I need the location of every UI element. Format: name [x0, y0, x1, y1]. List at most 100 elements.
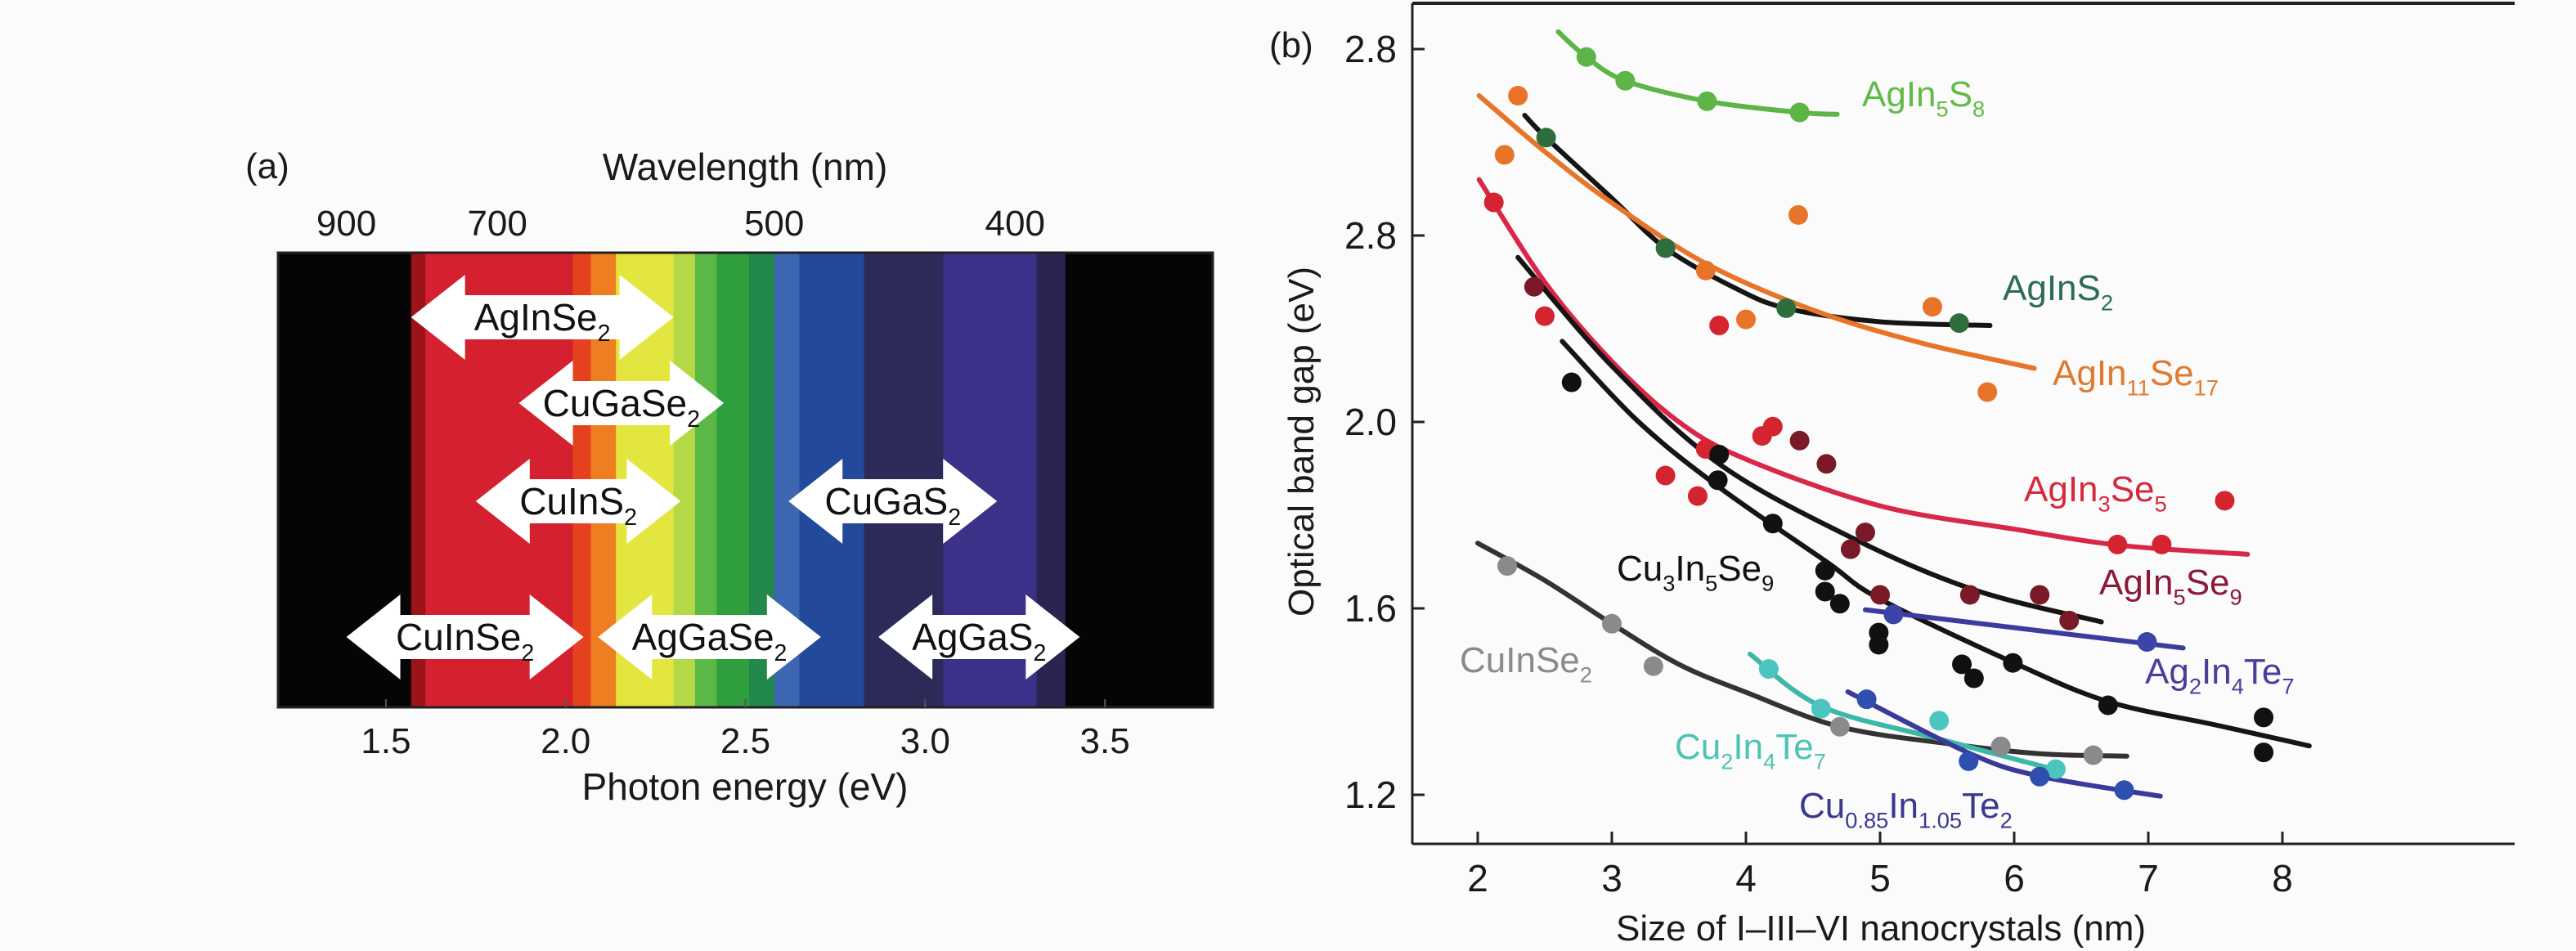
- data-point: [1788, 204, 1808, 225]
- x-tick-label: 5: [1869, 857, 1891, 899]
- series-label: Ag2In4Te7: [2145, 652, 2295, 698]
- range-label: CuGaSe2: [543, 382, 700, 433]
- data-point: [1736, 309, 1756, 330]
- data-point: [1949, 313, 1969, 334]
- panel-b-label: (b): [1269, 25, 1313, 65]
- data-point: [1829, 716, 1850, 737]
- data-point: [1977, 382, 1998, 402]
- data-point: [1829, 594, 1850, 614]
- x-tick-label: 4: [1735, 857, 1757, 899]
- range-label: CuInS2: [519, 480, 637, 531]
- data-point: [1776, 298, 1797, 318]
- data-point: [1602, 613, 1622, 634]
- data-point: [1535, 306, 1555, 326]
- y-tick-label: 1.6: [1344, 587, 1397, 630]
- data-point: [1561, 372, 1582, 393]
- data-point: [1883, 604, 1904, 625]
- data-point: [1576, 47, 1596, 67]
- bandgap-range-arrow: AgGaS2: [878, 594, 1080, 680]
- series-labels: AgIn5S8 AgInS2 AgIn11Se17 AgIn3Se5 AgIn5Se9 C…: [1460, 74, 2295, 832]
- wavelength-tick-label: 700: [467, 204, 527, 244]
- double-arrow-icon: [411, 275, 674, 360]
- series-label: AgInS2: [2003, 268, 2113, 315]
- fit-curve: [1475, 541, 2129, 759]
- y-tick-label: 2.8: [1344, 214, 1397, 257]
- data-point: [1697, 91, 1717, 111]
- data-point: [2137, 632, 2157, 653]
- data-point: [2254, 707, 2274, 728]
- data-point: [1762, 514, 1783, 534]
- data-point: [2098, 695, 2118, 715]
- series-label: AgIn5Se9: [2099, 563, 2242, 609]
- energy-tick-label: 1.5: [361, 721, 411, 761]
- data-point: [1615, 70, 1636, 91]
- data-point: [1494, 145, 1515, 165]
- y-tick-label: 1.2: [1344, 774, 1397, 816]
- x-tick-label: 8: [2272, 857, 2293, 899]
- y-tick-label: 2.8: [1344, 28, 1397, 70]
- data-point: [1856, 689, 1877, 710]
- data-point: [1959, 585, 1980, 605]
- energy-ticks: 1.5 2.0 2.5 3.0 3.5: [361, 699, 1130, 761]
- data-point: [1815, 581, 1835, 602]
- data-point: [1959, 751, 1979, 771]
- double-arrow-icon: [598, 594, 821, 680]
- panel-b-scatter: (b) 2 3 4 5 6 7 8 2.8 2.8 2.0 1.6 1.2 AgIn5S8 AgInS2…: [1269, 2, 2515, 949]
- data-point: [2030, 766, 2050, 787]
- data-point: [2114, 780, 2134, 801]
- energy-tick-label: 3.5: [1080, 721, 1130, 761]
- bandgap-range-arrow: CuInS2: [475, 459, 681, 544]
- data-point: [1709, 444, 1730, 464]
- axis-ticks: 2 3 4 5 6 7 8 2.8 2.8 2.0 1.6 1.2: [1344, 28, 2293, 899]
- x-tick-label: 2: [1467, 857, 1488, 899]
- bandgap-range-arrow: CuInSe2: [346, 594, 584, 680]
- data-point: [1952, 654, 1972, 675]
- data-point: [1536, 128, 1556, 148]
- data-point: [1922, 297, 1942, 317]
- data-point: [2254, 742, 2274, 763]
- data-point: [1840, 539, 1860, 559]
- data-point: [2003, 653, 2023, 673]
- data-point: [1816, 454, 1837, 474]
- spectrum-band: [1065, 253, 1214, 707]
- wavelength-tick-label: 900: [316, 204, 376, 244]
- data-point: [2215, 491, 2235, 511]
- fit-curve: [1845, 689, 2163, 799]
- data-point: [1990, 736, 2011, 756]
- double-arrow-icon: [475, 459, 681, 544]
- x-tick-label: 3: [1601, 857, 1622, 899]
- series-label: Cu2In4Te7: [1675, 727, 1826, 774]
- x-tick-label: 6: [2004, 857, 2025, 899]
- energy-tick-label: 3.0: [900, 721, 950, 761]
- y-tick-label: 2.0: [1344, 401, 1397, 443]
- data-point: [1655, 238, 1676, 258]
- data-point: [1483, 192, 1504, 213]
- data-point: [1655, 465, 1676, 486]
- fit-curve: [1747, 651, 2062, 774]
- data-point: [1709, 316, 1730, 336]
- data-point: [2045, 759, 2066, 779]
- series-label: AgIn3Se5: [2024, 469, 2167, 516]
- data-points: [1483, 47, 2274, 801]
- data-point: [1855, 523, 1875, 543]
- wavelength-tick-label: 500: [744, 204, 804, 244]
- data-point: [1643, 656, 1663, 676]
- fit-curve: [1862, 607, 2186, 651]
- series-label: AgIn11Se17: [2053, 353, 2219, 400]
- energy-axis-title: Photon energy (eV): [582, 765, 909, 808]
- data-point: [1789, 430, 1810, 451]
- range-label: AgGaS2: [912, 616, 1046, 666]
- data-point: [1497, 556, 1518, 576]
- range-label: CuGaS2: [824, 480, 961, 531]
- wavelength-tick-label: 400: [985, 204, 1045, 244]
- wavelength-ticks: 900 700 500 400: [316, 204, 1045, 244]
- double-arrow-icon: [788, 459, 998, 544]
- bandgap-range-arrow: CuGaSe2: [518, 361, 725, 446]
- fit-curve: [1476, 177, 2251, 557]
- data-point: [2152, 534, 2172, 554]
- x-tick-label: 7: [2138, 857, 2159, 899]
- bandgap-range-arrows: AgInSe2 CuGaSe2 CuInS2 CuGaS2 CuInSe2 AgGaSe2…: [346, 275, 1080, 680]
- spectrum-band: [411, 253, 426, 707]
- range-label: AgGaSe2: [632, 616, 788, 666]
- wavelength-axis-title: Wavelength (nm): [603, 146, 888, 188]
